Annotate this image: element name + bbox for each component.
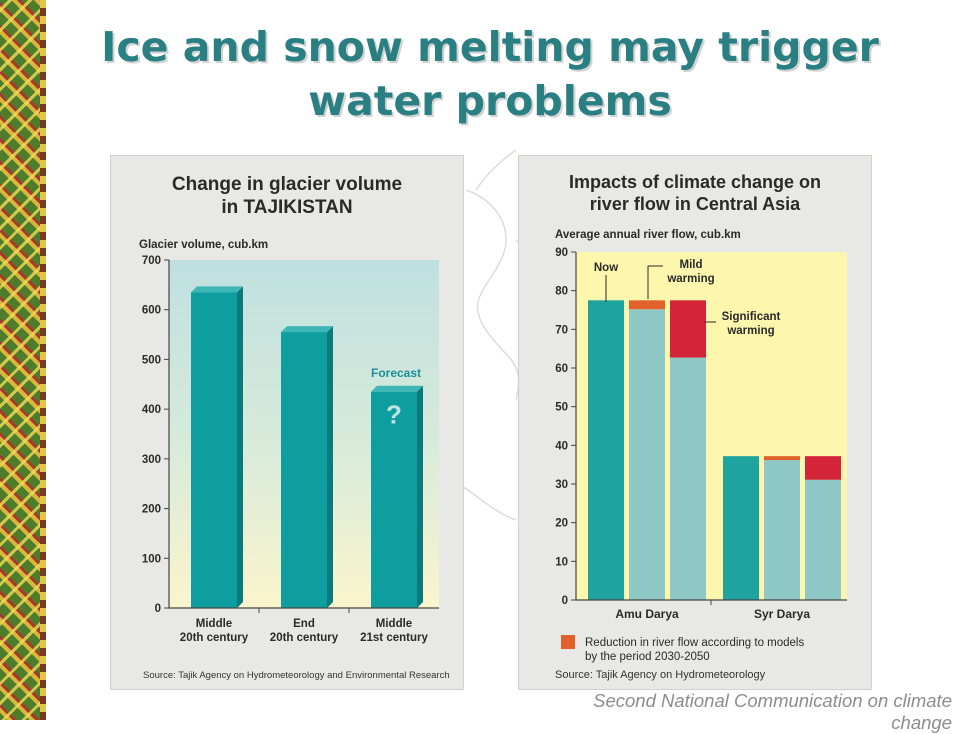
glacier-x-tick-label: End [293,618,315,630]
forecast-question-mark: ? [386,400,402,430]
annotation-significant-line-1: Significant [722,311,781,323]
river-reduction-bar [629,300,665,310]
glacier-chart-title-line-2: in TAJIKISTAN [221,197,352,218]
river-y-tick-label: 0 [562,595,568,607]
glacier-bar-top [191,286,243,293]
legend-swatch-reduction [561,635,575,649]
annotation-significant-line-2: warming [726,325,774,337]
annotation-now: Now [594,262,618,274]
glacier-bar [281,326,333,608]
glacier-x-tick-label: 20th century [180,632,249,644]
glacier-x-tick-label: 21st century [360,632,428,644]
footer-caption: Second National Communication on climate… [593,690,952,733]
annotation-mild-line-2: warming [666,273,714,285]
glacier-chart-title-line-1: Change in glacier volume [172,174,402,195]
river-y-tick-label: 90 [555,247,568,259]
glacier-bar-side [417,385,423,608]
glacier-bar [371,385,423,608]
river-y-tick-label: 80 [555,286,568,298]
river-y-tick-label: 20 [555,518,568,530]
river-y-tick-label: 60 [555,363,568,375]
glacier-chart-panel: Change in glacier volume in TAJIKISTAN G… [110,155,464,690]
glacier-bar-side [237,286,243,608]
river-flow-bar [670,357,706,600]
glacier-y-tick-label: 100 [142,553,161,565]
river-flow-chart: Impacts of climate change on river flow … [555,172,847,681]
river-y-axis-label: Average annual river flow, cub.km [555,229,741,241]
glacier-y-tick-label: 400 [142,404,161,416]
legend-text-line-1: Reduction in river flow according to mod… [585,637,804,649]
glacier-x-tick-label: Middle [196,618,232,630]
forecast-label: Forecast [371,366,421,380]
glacier-bar-top [281,326,333,333]
glacier-bar [191,286,243,608]
glacier-volume-chart: Change in glacier volume in TAJIKISTAN G… [139,174,450,681]
river-reduction-bar [764,456,800,461]
glacier-y-tick-label: 200 [142,504,161,516]
glacier-chart-source: Source: Tajik Agency on Hydrometeorology… [143,670,450,681]
glacier-y-tick-label: 0 [155,603,161,615]
decorative-border [0,0,46,720]
glacier-bar-front [191,292,237,608]
glacier-bar-top [371,385,423,392]
river-reduction-bar [805,456,841,480]
river-flow-bar [629,309,665,600]
river-flow-bar [723,456,759,600]
river-y-tick-label: 70 [555,324,568,336]
glacier-y-axis-label: Glacier volume, cub.km [139,239,268,251]
river-y-tick-label: 10 [555,556,568,568]
river-y-tick-label: 40 [555,440,568,452]
river-flow-chart-panel: Impacts of climate change on river flow … [518,155,872,690]
annotation-mild-line-1: Mild [680,259,703,271]
river-flow-bar [805,479,841,600]
glacier-x-tick-label: 20th century [270,632,339,644]
river-chart-title-line-1: Impacts of climate change on [569,172,821,192]
river-reduction-bar [670,300,706,358]
glacier-bar-front [281,332,327,608]
legend-text-line-2: by the period 2030-2050 [585,651,710,663]
river-chart-title-line-2: river flow in Central Asia [590,194,801,214]
river-flow-bar [764,460,800,600]
river-x-tick-label: Syr Darya [754,607,810,621]
slide-title: Ice and snow melting may trigger water p… [101,23,879,125]
glacier-y-tick-label: 500 [142,354,161,366]
river-chart-source: Source: Tajik Agency on Hydrometeorology [555,669,766,681]
river-y-tick-label: 50 [555,402,568,414]
river-flow-bar [588,300,624,600]
glacier-y-tick-label: 300 [142,454,161,466]
glacier-bar-front [371,391,417,608]
glacier-y-tick-label: 700 [142,255,161,267]
glacier-y-tick-label: 600 [142,305,161,317]
river-x-tick-label: Amu Darya [615,607,679,621]
glacier-x-tick-label: Middle [376,618,412,630]
glacier-bar-side [327,326,333,608]
river-y-tick-label: 30 [555,479,568,491]
